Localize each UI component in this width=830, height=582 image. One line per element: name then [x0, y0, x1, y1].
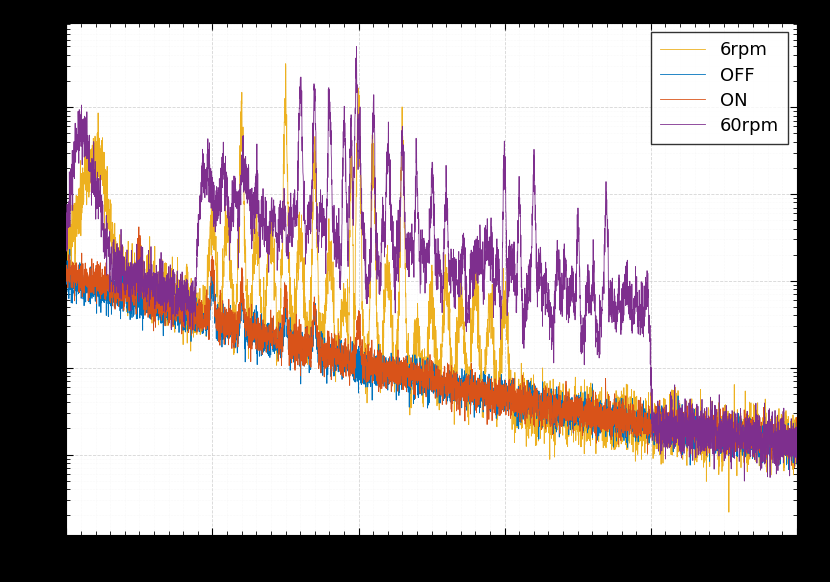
ON	[341, 335, 351, 342]
60rpm	[740, 478, 749, 485]
60rpm	[607, 315, 617, 322]
60rpm	[61, 210, 71, 217]
OFF	[662, 433, 672, 440]
60rpm	[792, 445, 802, 452]
6rpm	[792, 437, 802, 444]
6rpm	[724, 509, 734, 516]
OFF	[500, 377, 510, 384]
ON	[789, 464, 799, 471]
6rpm	[662, 444, 672, 451]
60rpm	[340, 142, 350, 149]
OFF	[61, 278, 71, 285]
6rpm	[341, 295, 351, 302]
ON	[194, 296, 204, 303]
Line: 60rpm: 60rpm	[66, 47, 797, 481]
ON	[792, 442, 802, 449]
60rpm	[500, 162, 510, 169]
60rpm	[194, 216, 204, 223]
Line: 6rpm: 6rpm	[66, 63, 797, 512]
ON	[134, 223, 144, 230]
ON	[61, 269, 71, 276]
6rpm	[61, 241, 71, 248]
ON	[607, 420, 617, 427]
Legend: 6rpm, OFF, ON, 60rpm: 6rpm, OFF, ON, 60rpm	[651, 33, 788, 144]
6rpm	[607, 424, 617, 431]
6rpm	[500, 288, 510, 295]
ON	[537, 410, 547, 417]
OFF	[341, 354, 351, 361]
OFF	[792, 461, 802, 468]
6rpm	[194, 294, 204, 301]
Line: OFF: OFF	[66, 250, 797, 470]
60rpm	[352, 43, 362, 50]
OFF	[65, 246, 75, 253]
OFF	[607, 424, 617, 431]
6rpm	[537, 410, 547, 417]
ON	[662, 417, 672, 424]
OFF	[537, 403, 547, 410]
60rpm	[662, 409, 672, 416]
OFF	[194, 313, 204, 320]
ON	[500, 400, 510, 407]
6rpm	[281, 60, 290, 67]
Line: ON: ON	[66, 227, 797, 468]
60rpm	[537, 260, 547, 267]
OFF	[784, 466, 793, 473]
